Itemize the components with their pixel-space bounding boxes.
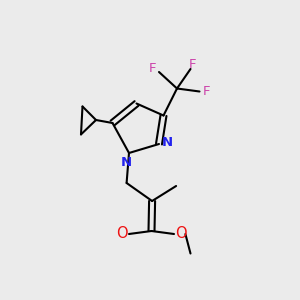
Text: O: O	[175, 226, 186, 242]
Text: F: F	[202, 85, 210, 98]
Text: O: O	[117, 226, 128, 242]
Text: F: F	[188, 58, 196, 71]
Text: N: N	[120, 155, 132, 169]
Text: N: N	[162, 136, 173, 149]
Text: F: F	[149, 62, 157, 75]
